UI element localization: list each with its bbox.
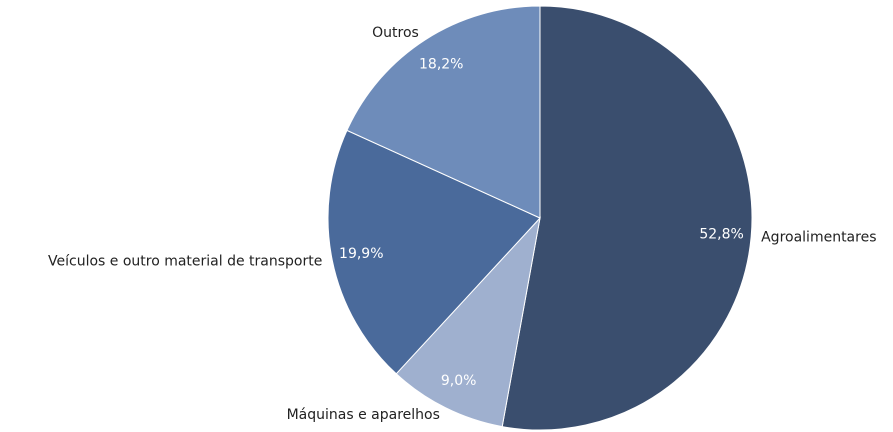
category-label: Máquinas e aparelhos: [287, 407, 440, 423]
pie-slice: [395, 216, 541, 428]
pie-slice: [327, 129, 541, 375]
value-label: 18,2%: [419, 57, 463, 73]
value-label: 19,9%: [339, 246, 383, 262]
value-label: 52,8%: [699, 226, 743, 242]
category-label: Agroalimentares: [761, 230, 876, 246]
category-label: Outros: [372, 25, 419, 41]
category-label: Veículos e outro material de transporte: [48, 254, 322, 270]
pie-slice: [346, 5, 541, 219]
value-label: 9,0%: [441, 373, 477, 389]
pie-slice: [501, 5, 753, 431]
